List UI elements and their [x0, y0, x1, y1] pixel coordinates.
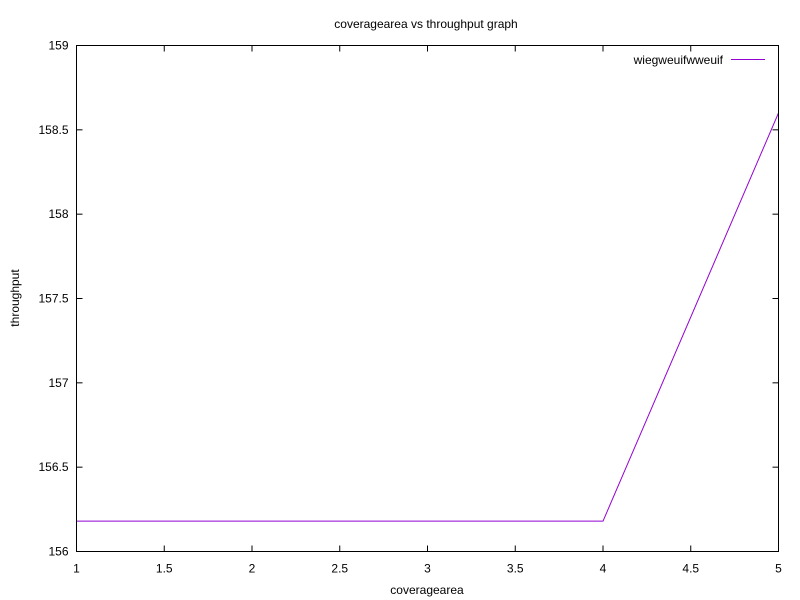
x-tick-label: 3.5 [507, 562, 524, 576]
legend-label: wiegweuifwweuif [633, 53, 724, 67]
y-tick-label: 156.5 [38, 460, 68, 474]
x-tick-label: 4.5 [682, 562, 699, 576]
x-tick-label: 5 [775, 562, 782, 576]
x-tick-label: 2 [249, 562, 256, 576]
series-line [76, 112, 779, 522]
y-tick-label: 158.5 [38, 123, 68, 137]
x-tick-label: 1 [73, 562, 80, 576]
y-axis-label: throughput [8, 269, 22, 327]
x-axis-label: coveragearea [390, 583, 464, 597]
y-tick-label: 158 [48, 207, 68, 221]
plot-frame [76, 45, 779, 552]
y-tick-label: 156 [48, 545, 68, 559]
x-tick-label: 2.5 [331, 562, 348, 576]
y-tick-label: 157 [48, 376, 68, 390]
chart-title: coveragearea vs throughput graph [334, 17, 517, 31]
y-tick-label: 159 [48, 39, 68, 53]
y-tick-label: 157.5 [38, 292, 68, 306]
x-tick-label: 4 [600, 562, 607, 576]
tick-labels: 1 1.5 2 2.5 3 3.5 4 4.5 5 156 156.5 157 157.5 158 158.… [38, 39, 782, 576]
series-group [76, 112, 779, 522]
x-tick-label: 3 [424, 562, 431, 576]
axis-ticks [76, 45, 779, 552]
x-tick-label: 1.5 [156, 562, 173, 576]
legend: wiegweuifwweuif [633, 53, 765, 67]
